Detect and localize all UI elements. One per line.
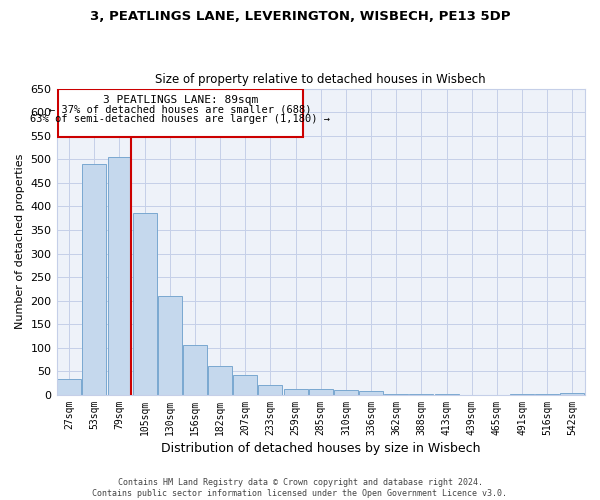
- Text: 3, PEATLINGS LANE, LEVERINGTON, WISBECH, PE13 5DP: 3, PEATLINGS LANE, LEVERINGTON, WISBECH,…: [90, 10, 510, 23]
- Bar: [233, 375, 257, 395]
- Bar: [309, 390, 333, 395]
- Bar: [82, 164, 106, 395]
- Bar: [560, 393, 584, 395]
- Bar: [133, 214, 157, 395]
- Bar: [57, 380, 81, 395]
- Bar: [107, 157, 131, 395]
- Bar: [334, 390, 358, 395]
- Bar: [183, 346, 207, 395]
- Text: 3 PEATLINGS LANE: 89sqm: 3 PEATLINGS LANE: 89sqm: [103, 95, 258, 105]
- Text: ← 37% of detached houses are smaller (688): ← 37% of detached houses are smaller (68…: [49, 104, 312, 115]
- Bar: [158, 296, 182, 395]
- Text: 63% of semi-detached houses are larger (1,180) →: 63% of semi-detached houses are larger (…: [31, 114, 331, 124]
- Bar: [385, 394, 408, 395]
- Y-axis label: Number of detached properties: Number of detached properties: [15, 154, 25, 330]
- Bar: [535, 394, 559, 395]
- Bar: [409, 394, 433, 395]
- Bar: [359, 391, 383, 395]
- X-axis label: Distribution of detached houses by size in Wisbech: Distribution of detached houses by size …: [161, 442, 481, 455]
- Bar: [208, 366, 232, 395]
- Title: Size of property relative to detached houses in Wisbech: Size of property relative to detached ho…: [155, 73, 486, 86]
- Bar: [284, 389, 308, 395]
- Text: Contains HM Land Registry data © Crown copyright and database right 2024.
Contai: Contains HM Land Registry data © Crown c…: [92, 478, 508, 498]
- Polygon shape: [58, 90, 303, 136]
- Bar: [259, 384, 283, 395]
